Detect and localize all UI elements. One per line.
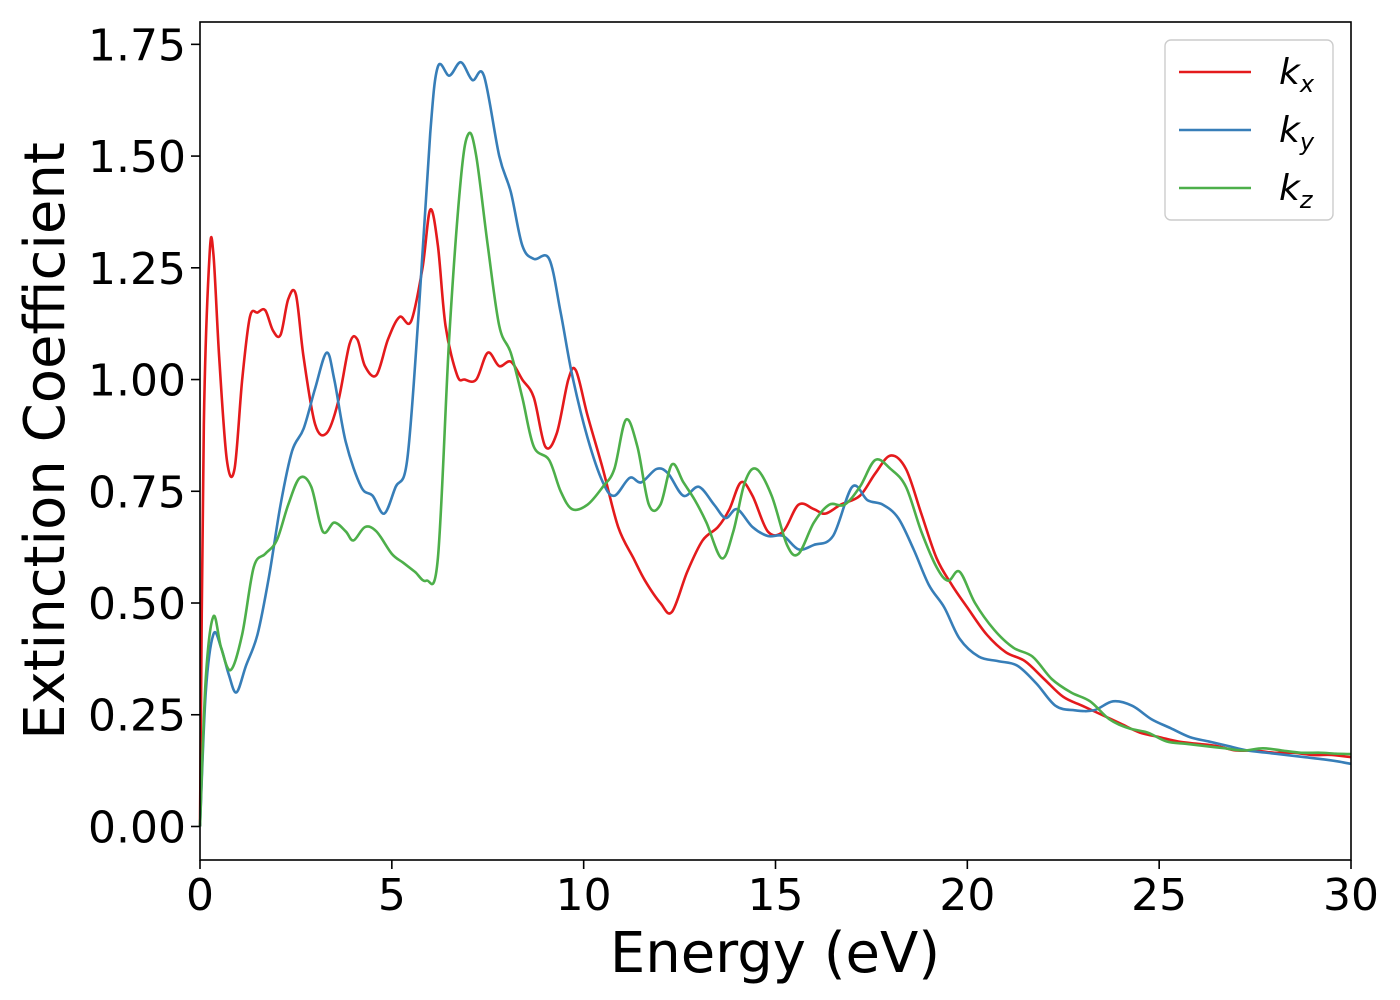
- x-tick-label: 0: [186, 870, 214, 921]
- y-tick-label: 1.75: [88, 20, 186, 71]
- series-line-kx: [198, 208, 1352, 827]
- y-tick-label: 0.00: [88, 802, 186, 853]
- legend-label-ky: ky: [1279, 110, 1315, 156]
- series-line-kz: [198, 131, 1352, 827]
- legend: kx ky kz: [1164, 39, 1334, 221]
- y-axis-label: Extinction Coefficient: [13, 142, 78, 740]
- x-axis-ticks: 0 5 10 15 20 25 30: [186, 860, 1379, 921]
- y-tick-label: 0.25: [88, 691, 186, 742]
- legend-label-kx: kx: [1279, 52, 1315, 98]
- x-tick-label: 15: [748, 870, 804, 921]
- legend-label-kz: kz: [1279, 168, 1314, 214]
- y-tick-label: 1.50: [88, 132, 186, 183]
- y-tick-label: 0.50: [88, 579, 186, 630]
- y-tick-label: 0.75: [88, 467, 186, 518]
- x-axis-label: Energy (eV): [610, 921, 940, 986]
- y-axis-ticks: 0.00 0.25 0.50 0.75 1.00 1.25 1.50 1.75: [88, 20, 200, 853]
- x-tick-label: 10: [556, 870, 612, 921]
- series-line-ky: [198, 60, 1352, 827]
- y-tick-label: 1.25: [88, 244, 186, 295]
- y-tick-label: 1.00: [88, 356, 186, 407]
- x-tick-label: 25: [1131, 870, 1187, 921]
- x-tick-label: 20: [939, 870, 995, 921]
- x-tick-label: 30: [1323, 870, 1379, 921]
- plot-lines: [198, 60, 1352, 827]
- x-tick-label: 5: [378, 870, 406, 921]
